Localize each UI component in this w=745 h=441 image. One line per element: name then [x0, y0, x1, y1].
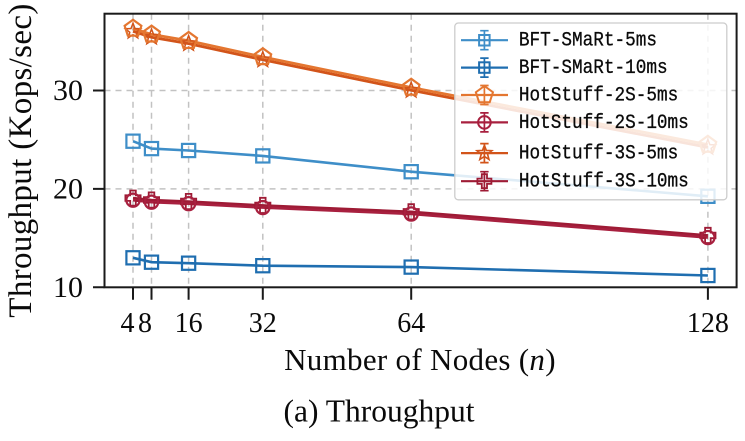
svg-text:20: 20: [53, 172, 83, 205]
svg-text:8: 8: [138, 308, 152, 339]
svg-text:Throughput (Kops/sec): Throughput (Kops/sec): [3, 3, 39, 317]
svg-text:HotStuff-2S-5ms: HotStuff-2S-5ms: [519, 85, 678, 108]
svg-text:HotStuff-3S-10ms: HotStuff-3S-10ms: [519, 171, 689, 194]
svg-text:10: 10: [53, 271, 83, 304]
svg-text:64: 64: [397, 308, 425, 339]
svg-text:30: 30: [53, 74, 83, 107]
svg-text:16: 16: [175, 308, 203, 339]
svg-text:HotStuff-3S-5ms: HotStuff-3S-5ms: [519, 143, 678, 166]
svg-text:4: 4: [121, 308, 135, 339]
svg-text:BFT-SMaRt-5ms: BFT-SMaRt-5ms: [519, 30, 657, 53]
svg-text:128: 128: [687, 308, 729, 339]
svg-text:HotStuff-2S-10ms: HotStuff-2S-10ms: [519, 112, 689, 135]
svg-text:BFT-SMaRt-10ms: BFT-SMaRt-10ms: [519, 57, 668, 80]
svg-text:32: 32: [249, 308, 277, 339]
svg-text:Number of Nodes (n): Number of Nodes (n): [284, 342, 556, 377]
svg-text:(a) Throughput: (a) Throughput: [284, 394, 475, 429]
